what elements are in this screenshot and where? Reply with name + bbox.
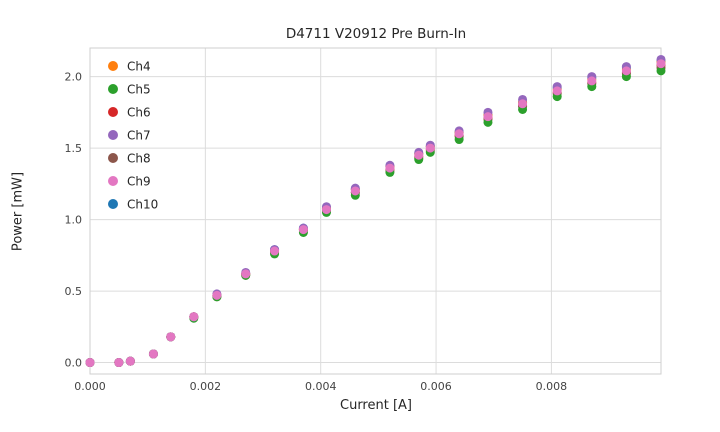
legend-label-ch10: Ch10 xyxy=(127,198,158,212)
y-tick-label: 0.5 xyxy=(65,285,83,298)
data-point-ch9 xyxy=(425,143,435,153)
y-tick-label: 1.5 xyxy=(65,142,83,155)
data-point-ch9 xyxy=(125,356,135,366)
legend-label-ch5: Ch5 xyxy=(127,83,151,97)
data-point-ch9 xyxy=(454,129,464,139)
data-point-ch9 xyxy=(212,290,222,300)
data-point-ch9 xyxy=(241,269,251,279)
x-tick-label: 0.002 xyxy=(190,380,222,393)
legend-marker-ch7 xyxy=(108,130,118,140)
legend-label-ch9: Ch9 xyxy=(127,175,151,189)
data-point-ch9 xyxy=(385,163,395,173)
y-axis-label: Power [mW] xyxy=(10,171,26,252)
data-point-ch9 xyxy=(350,186,360,196)
chart-title: D4711 V20912 Pre Burn-In xyxy=(285,26,467,42)
legend-marker-ch8 xyxy=(108,153,118,163)
legend-label-ch7: Ch7 xyxy=(127,129,151,143)
y-tick-label: 1.0 xyxy=(65,214,83,227)
x-tick-label: 0.006 xyxy=(420,380,452,393)
data-point-ch5 xyxy=(656,66,666,76)
legend-marker-ch10 xyxy=(108,199,118,209)
x-axis-label: Current [A] xyxy=(340,398,412,413)
y-tick-label: 2.0 xyxy=(65,71,83,84)
data-point-ch9 xyxy=(189,312,199,322)
legend-marker-ch5 xyxy=(108,84,118,94)
data-point-ch9 xyxy=(114,358,124,368)
data-point-ch9 xyxy=(148,349,158,359)
legend-label-ch4: Ch4 xyxy=(127,60,151,74)
legend-label-ch6: Ch6 xyxy=(127,106,151,120)
x-tick-label: 0.008 xyxy=(536,380,568,393)
data-point-ch9 xyxy=(656,59,666,69)
data-point-ch9 xyxy=(621,66,631,76)
data-point-ch9 xyxy=(85,358,95,368)
x-tick-label: 0.000 xyxy=(74,380,106,393)
data-point-ch9 xyxy=(587,76,597,86)
legend-label-ch8: Ch8 xyxy=(127,152,151,166)
x-tick-label: 0.004 xyxy=(305,380,337,393)
data-point-ch9 xyxy=(298,225,308,235)
data-point-ch9 xyxy=(321,205,331,215)
data-point-ch9 xyxy=(270,246,280,256)
plot-border xyxy=(89,47,662,375)
data-point-ch9 xyxy=(414,150,424,160)
data-point-ch9 xyxy=(166,332,176,342)
y-tick-label: 0.0 xyxy=(65,357,83,370)
legend-marker-ch6 xyxy=(108,107,118,117)
legend-marker-ch4 xyxy=(108,61,118,71)
legend-marker-ch9 xyxy=(108,176,118,186)
data-point-ch9 xyxy=(552,86,562,96)
data-point-ch9 xyxy=(483,112,493,122)
data-point-ch9 xyxy=(518,99,528,109)
